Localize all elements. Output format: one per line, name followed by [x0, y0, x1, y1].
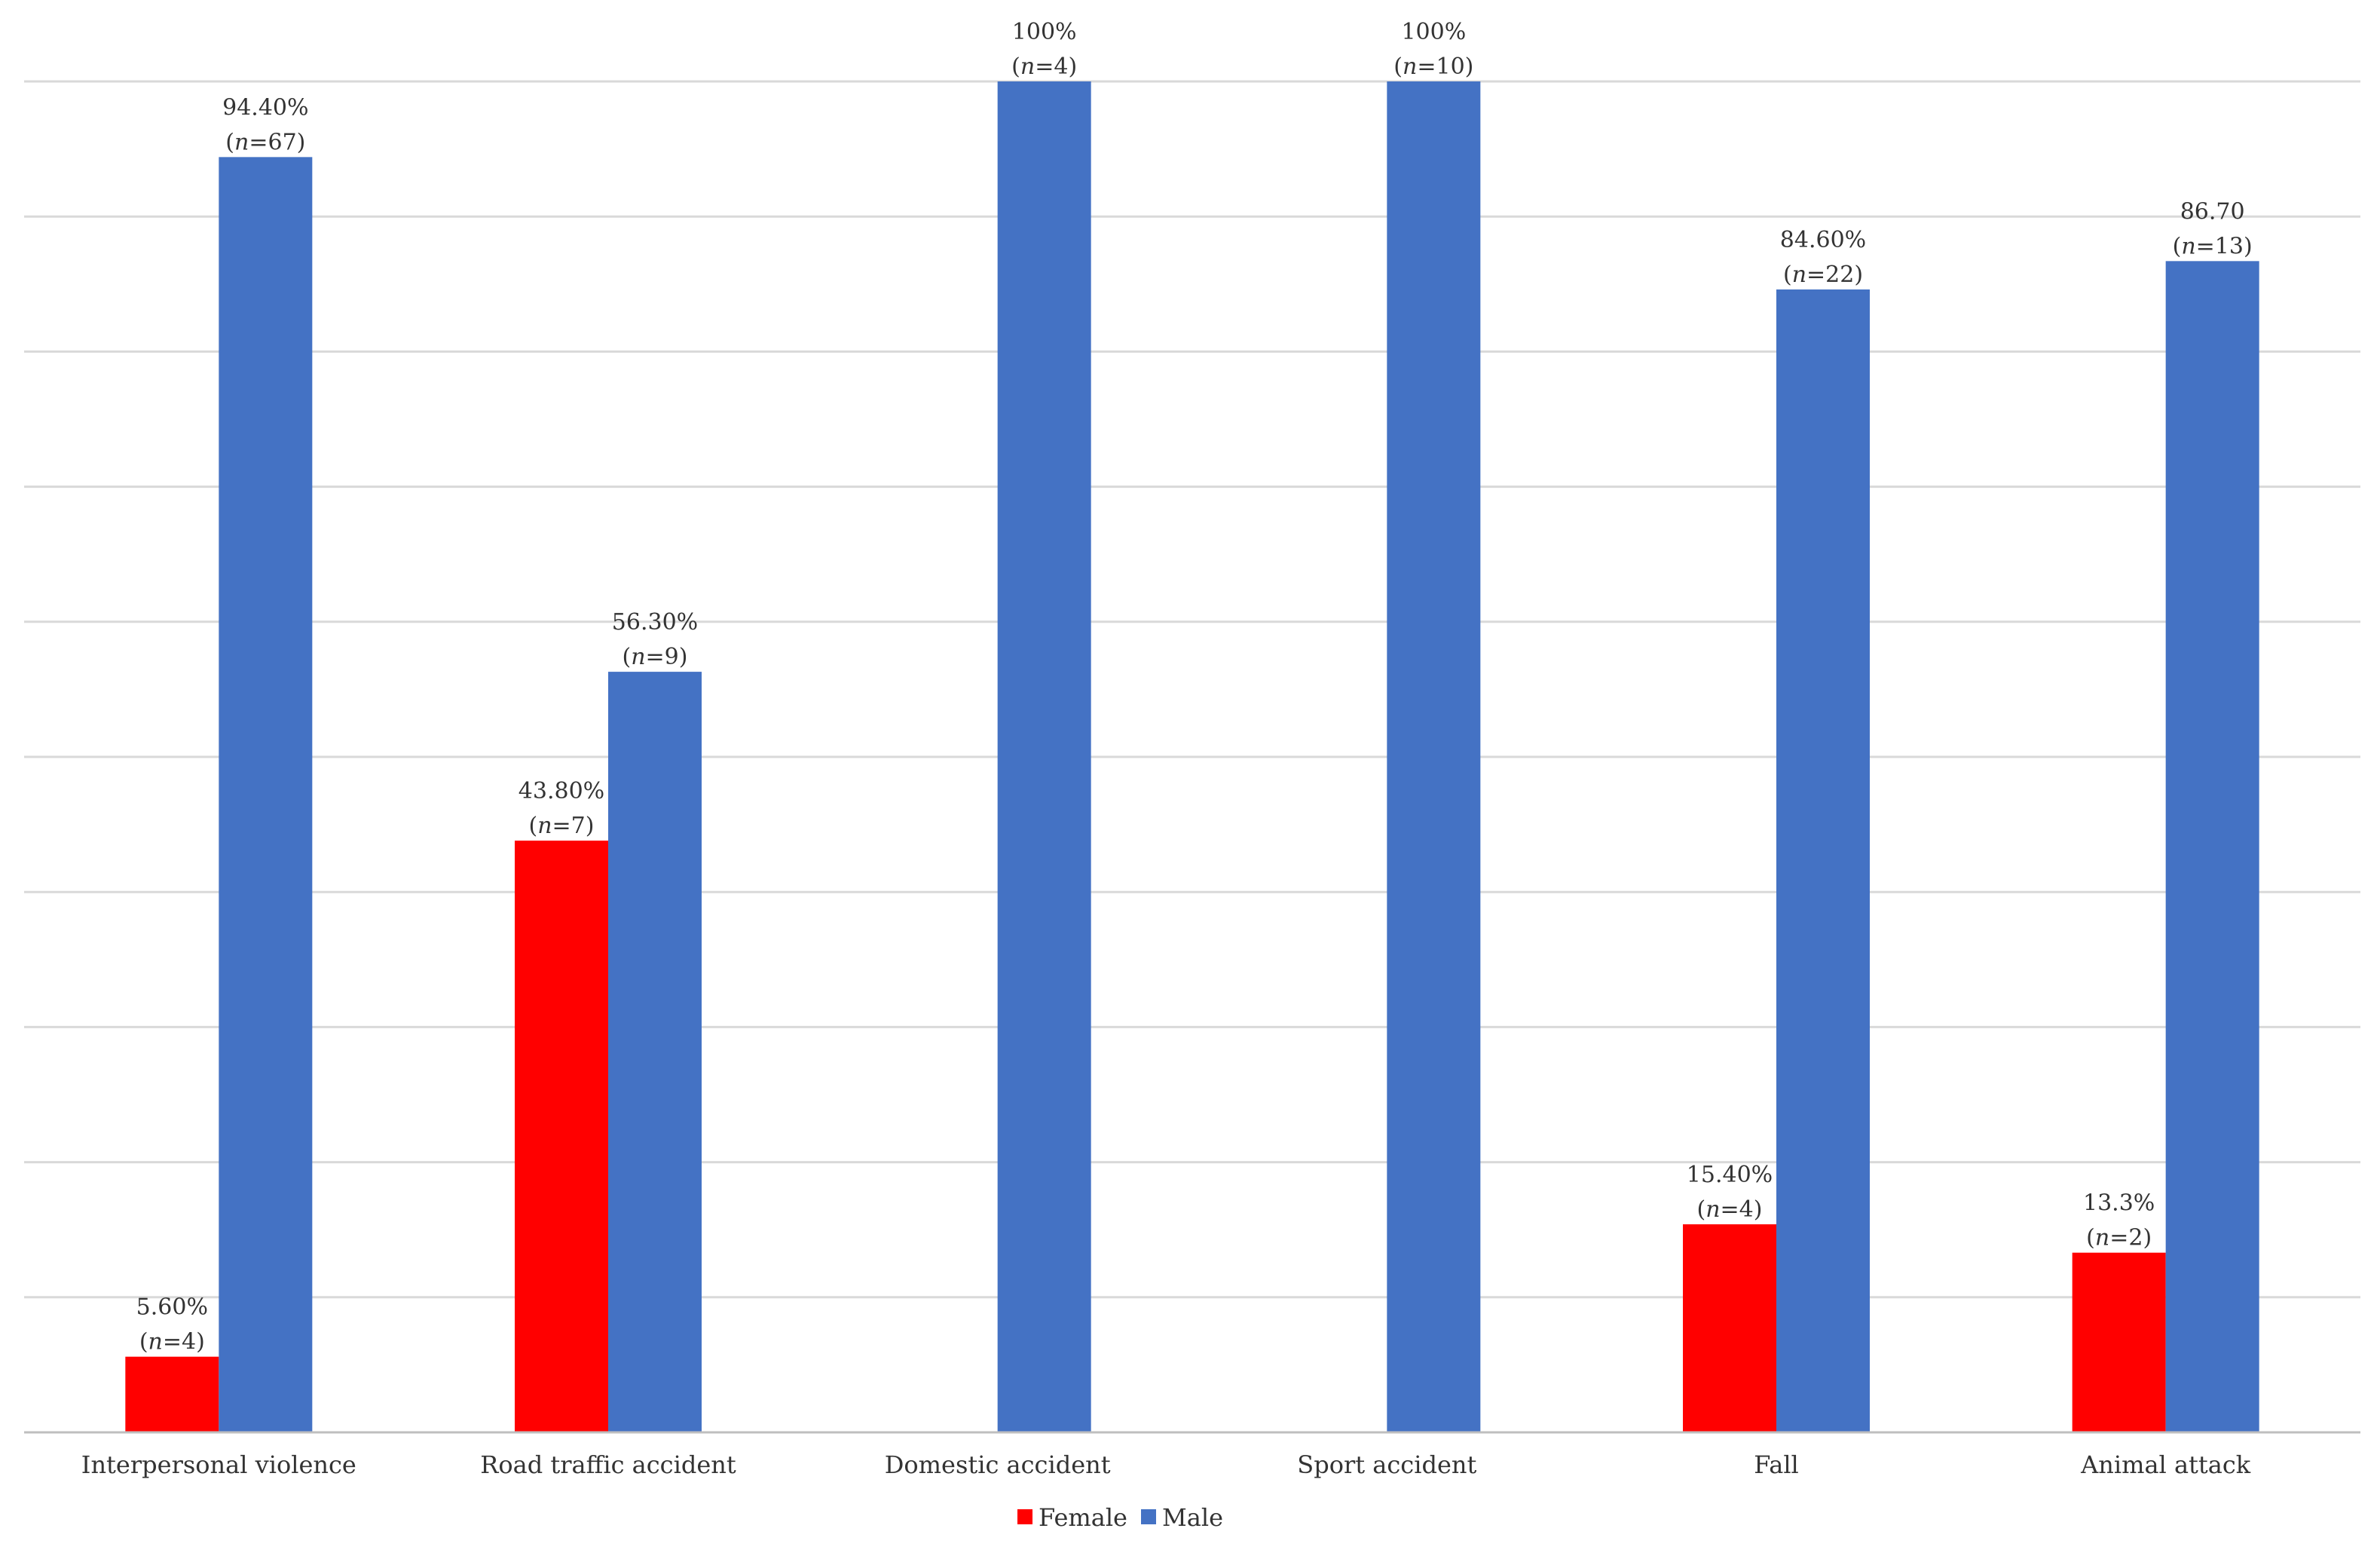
data-label-count: (n=9) — [623, 644, 688, 670]
data-label-value: 5.60% — [136, 1294, 208, 1321]
x-tick-label: Road traffic accident — [480, 1450, 736, 1479]
data-label-count: (n=7) — [529, 813, 595, 839]
legend: Female Male — [1017, 1503, 1223, 1532]
bar-male-road-traffic-accident — [608, 672, 702, 1432]
data-label-value: 13.3% — [2083, 1190, 2155, 1217]
gridlines — [24, 80, 2360, 1299]
legend-swatch-female — [1017, 1509, 1032, 1524]
data-label-value: 86.70 — [2180, 198, 2245, 225]
data-label-count: (n=22) — [1783, 262, 1863, 288]
bar-male-fall — [1776, 289, 1870, 1432]
x-axis-tick-labels: Interpersonal violence Road traffic accid… — [81, 1450, 2251, 1479]
legend-label-female: Female — [1039, 1503, 1127, 1532]
x-tick-label: Domestic accident — [885, 1450, 1111, 1479]
x-tick-label: Interpersonal violence — [81, 1450, 356, 1479]
x-tick-label: Sport accident — [1297, 1450, 1476, 1479]
bar-female-animal-attack — [2072, 1252, 2166, 1432]
data-label-count: (n=10) — [1393, 54, 1473, 80]
bar-female-fall — [1683, 1224, 1776, 1432]
data-label-value: 100% — [1401, 19, 1466, 45]
data-label-count: (n=4) — [1011, 54, 1077, 80]
data-labels: 5.60% (n=4) 94.40% (n=67) 43.80% (n=7) 56.30% (… — [136, 19, 2253, 1355]
data-label-value: 43.80% — [519, 778, 604, 804]
legend-label-male: Male — [1162, 1503, 1223, 1532]
data-label-value: 100% — [1012, 19, 1077, 45]
data-label-count: (n=67) — [225, 129, 305, 155]
data-label-value: 94.40% — [222, 94, 308, 121]
data-label-count: (n=4) — [139, 1329, 205, 1355]
data-label-count: (n=4) — [1697, 1196, 1763, 1223]
bar-male-animal-attack — [2165, 261, 2259, 1433]
x-tick-label: Fall — [1754, 1450, 1799, 1479]
bar-female-road-traffic-accident — [515, 841, 608, 1432]
legend-swatch-male — [1141, 1509, 1156, 1524]
bar-male-domestic-accident — [997, 81, 1091, 1432]
bar-female-interpersonal-violence — [125, 1356, 219, 1432]
data-label-value: 84.60% — [1780, 227, 1866, 253]
data-label-count: (n=2) — [2086, 1225, 2152, 1251]
bar-male-interpersonal-violence — [219, 157, 313, 1432]
data-label-value: 56.30% — [612, 609, 698, 636]
bars — [125, 81, 2259, 1433]
bar-male-sport-accident — [1387, 81, 1481, 1432]
data-label-value: 15.40% — [1687, 1162, 1773, 1188]
x-tick-label: Animal attack — [2080, 1450, 2251, 1479]
data-label-count: (n=13) — [2173, 233, 2253, 259]
